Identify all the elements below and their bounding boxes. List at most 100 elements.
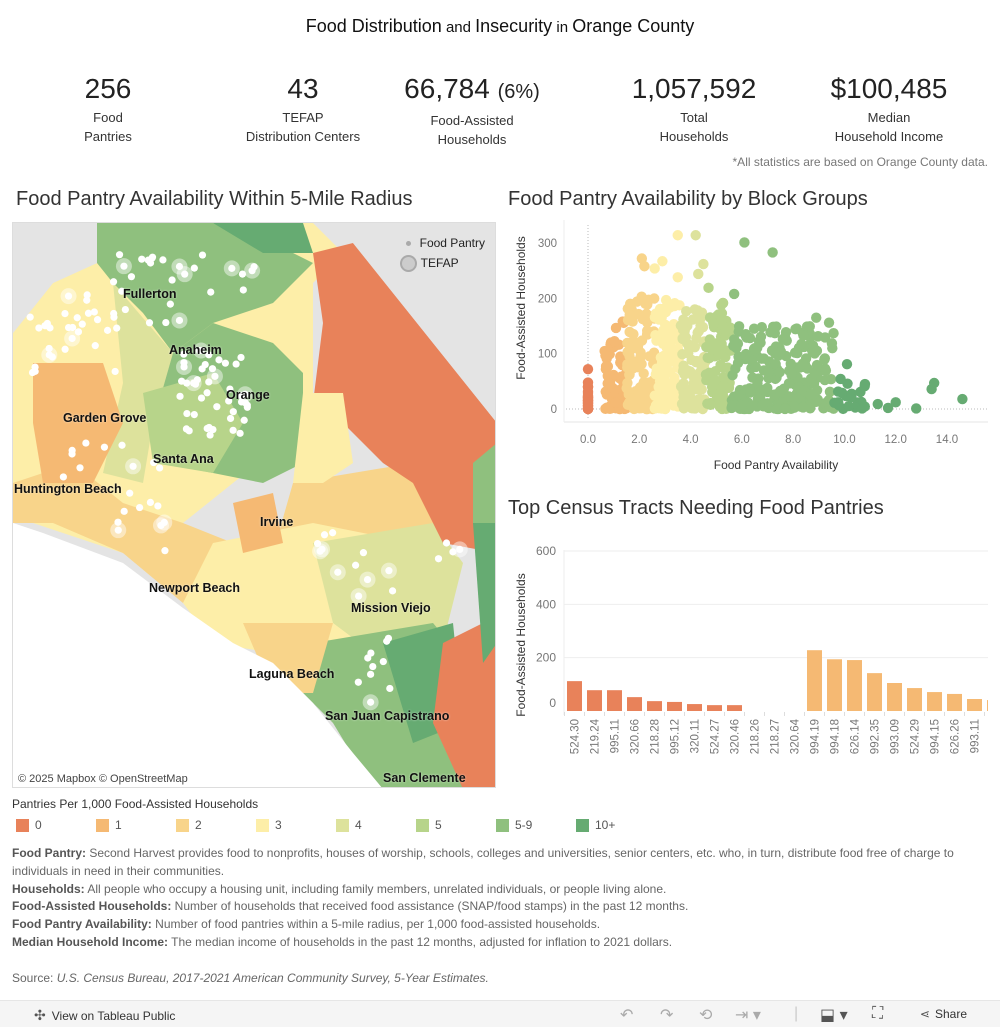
scatter-point[interactable]	[703, 282, 714, 294]
food-pantry-marker[interactable]	[162, 318, 170, 327]
scatter-point[interactable]	[610, 322, 622, 334]
scatter-point[interactable]	[785, 358, 796, 370]
scatter-point[interactable]	[740, 348, 752, 360]
food-pantry-marker[interactable]	[229, 408, 237, 416]
bar-chart[interactable]: 0 200 400 600 524.30 219.24 995.11 320.66 218.28…	[500, 540, 1000, 770]
scatter-point[interactable]	[610, 397, 622, 409]
download-icon[interactable]: ⬓ ▾	[820, 1007, 848, 1024]
scatter-point[interactable]	[624, 351, 635, 362]
scatter-point[interactable]	[911, 403, 922, 414]
food-pantry-marker[interactable]	[334, 568, 342, 576]
food-pantry-marker[interactable]	[181, 270, 189, 278]
food-pantry-marker[interactable]	[149, 458, 158, 467]
scatter-point[interactable]	[859, 378, 871, 390]
food-pantry-marker[interactable]	[31, 367, 39, 375]
food-pantry-marker[interactable]	[180, 350, 188, 358]
scatter-point[interactable]	[696, 307, 708, 318]
map-region[interactable]	[213, 223, 313, 253]
scatter-point[interactable]	[823, 317, 835, 328]
food-pantry-marker[interactable]	[449, 548, 457, 556]
share-button[interactable]: ⋖ Share	[919, 1007, 967, 1021]
food-pantry-marker[interactable]	[90, 308, 98, 316]
food-pantry-marker[interactable]	[226, 385, 234, 393]
scatter-point[interactable]	[637, 313, 649, 325]
food-pantry-marker[interactable]	[442, 539, 451, 547]
scatter-point[interactable]	[756, 321, 768, 333]
food-pantry-marker[interactable]	[118, 287, 126, 295]
scatter-point[interactable]	[843, 400, 855, 412]
scatter-point[interactable]	[745, 387, 756, 398]
bar[interactable]	[607, 690, 622, 711]
food-pantry-marker[interactable]	[205, 351, 213, 359]
scatter-point[interactable]	[677, 366, 689, 378]
food-pantry-marker[interactable]	[129, 462, 137, 470]
scatter-point[interactable]	[660, 294, 672, 306]
scatter-point[interactable]	[774, 366, 785, 378]
food-pantry-marker[interactable]	[127, 273, 136, 281]
scatter-point[interactable]	[750, 361, 762, 373]
food-pantry-marker[interactable]	[120, 262, 128, 270]
scatter-point[interactable]	[672, 272, 683, 283]
scatter-point[interactable]	[687, 371, 699, 382]
food-pantry-marker[interactable]	[367, 698, 375, 706]
food-pantry-marker[interactable]	[114, 518, 122, 526]
scatter-point[interactable]	[641, 328, 653, 340]
map-region[interactable]	[313, 243, 496, 553]
food-pantry-marker[interactable]	[185, 427, 193, 435]
scatter-point[interactable]	[632, 338, 644, 350]
scatter-point[interactable]	[698, 258, 709, 270]
scatter-point[interactable]	[819, 354, 830, 365]
bar[interactable]	[807, 650, 822, 711]
scatter-point[interactable]	[622, 303, 634, 314]
food-pantry-marker[interactable]	[354, 678, 362, 686]
food-pantry-marker[interactable]	[183, 379, 191, 387]
scatter-point[interactable]	[622, 377, 633, 389]
food-pantry-marker[interactable]	[146, 498, 154, 506]
food-pantry-marker[interactable]	[379, 657, 387, 666]
food-pantry-marker[interactable]	[329, 529, 337, 537]
food-pantry-marker[interactable]	[213, 403, 221, 411]
scatter-point[interactable]	[660, 306, 672, 318]
food-pantry-marker[interactable]	[206, 431, 214, 439]
scatter-point[interactable]	[669, 300, 680, 312]
scatter-point[interactable]	[683, 348, 694, 359]
scatter-point[interactable]	[600, 350, 611, 361]
food-pantry-marker[interactable]	[236, 429, 244, 437]
fullscreen-icon[interactable]: ⛶	[872, 1005, 884, 1022]
food-pantry-marker[interactable]	[61, 309, 69, 318]
food-pantry-marker[interactable]	[434, 555, 443, 563]
scatter-chart[interactable]: 0.0 2.0 4.0 6.0 8.0 10.0 12.0 14.0 0 100 200 300 Fo…	[500, 220, 1000, 480]
scatter-point[interactable]	[739, 237, 750, 248]
food-pantry-marker[interactable]	[64, 323, 73, 332]
food-pantry-marker[interactable]	[207, 288, 215, 296]
legend-item[interactable]: 3	[256, 818, 282, 832]
food-pantry-marker[interactable]	[175, 262, 184, 271]
bar[interactable]	[927, 692, 942, 711]
food-pantry-marker[interactable]	[313, 539, 322, 548]
scatter-point[interactable]	[779, 403, 791, 415]
scatter-point[interactable]	[672, 230, 683, 241]
bar[interactable]	[667, 701, 682, 711]
bar[interactable]	[587, 690, 602, 711]
scatter-point[interactable]	[600, 361, 612, 372]
food-pantry-marker[interactable]	[84, 309, 93, 317]
bar[interactable]	[907, 688, 922, 711]
map-region[interactable]	[33, 363, 123, 483]
food-pantry-marker[interactable]	[48, 353, 56, 361]
map-region[interactable]	[313, 523, 463, 653]
food-pantry-marker[interactable]	[59, 473, 67, 481]
scatter-point[interactable]	[746, 400, 758, 411]
food-pantry-marker[interactable]	[250, 263, 258, 271]
scatter-point[interactable]	[728, 288, 740, 300]
food-pantry-marker[interactable]	[198, 251, 207, 259]
food-pantry-marker[interactable]	[159, 256, 167, 264]
food-pantry-marker[interactable]	[118, 441, 126, 449]
food-pantry-marker[interactable]	[121, 305, 129, 314]
scatter-point[interactable]	[770, 358, 781, 370]
food-pantry-marker[interactable]	[126, 489, 134, 497]
scatter-point[interactable]	[820, 365, 832, 376]
scatter-point[interactable]	[796, 338, 807, 350]
scatter-point[interactable]	[828, 328, 839, 339]
food-pantry-marker[interactable]	[110, 309, 118, 318]
bar[interactable]	[987, 700, 988, 711]
